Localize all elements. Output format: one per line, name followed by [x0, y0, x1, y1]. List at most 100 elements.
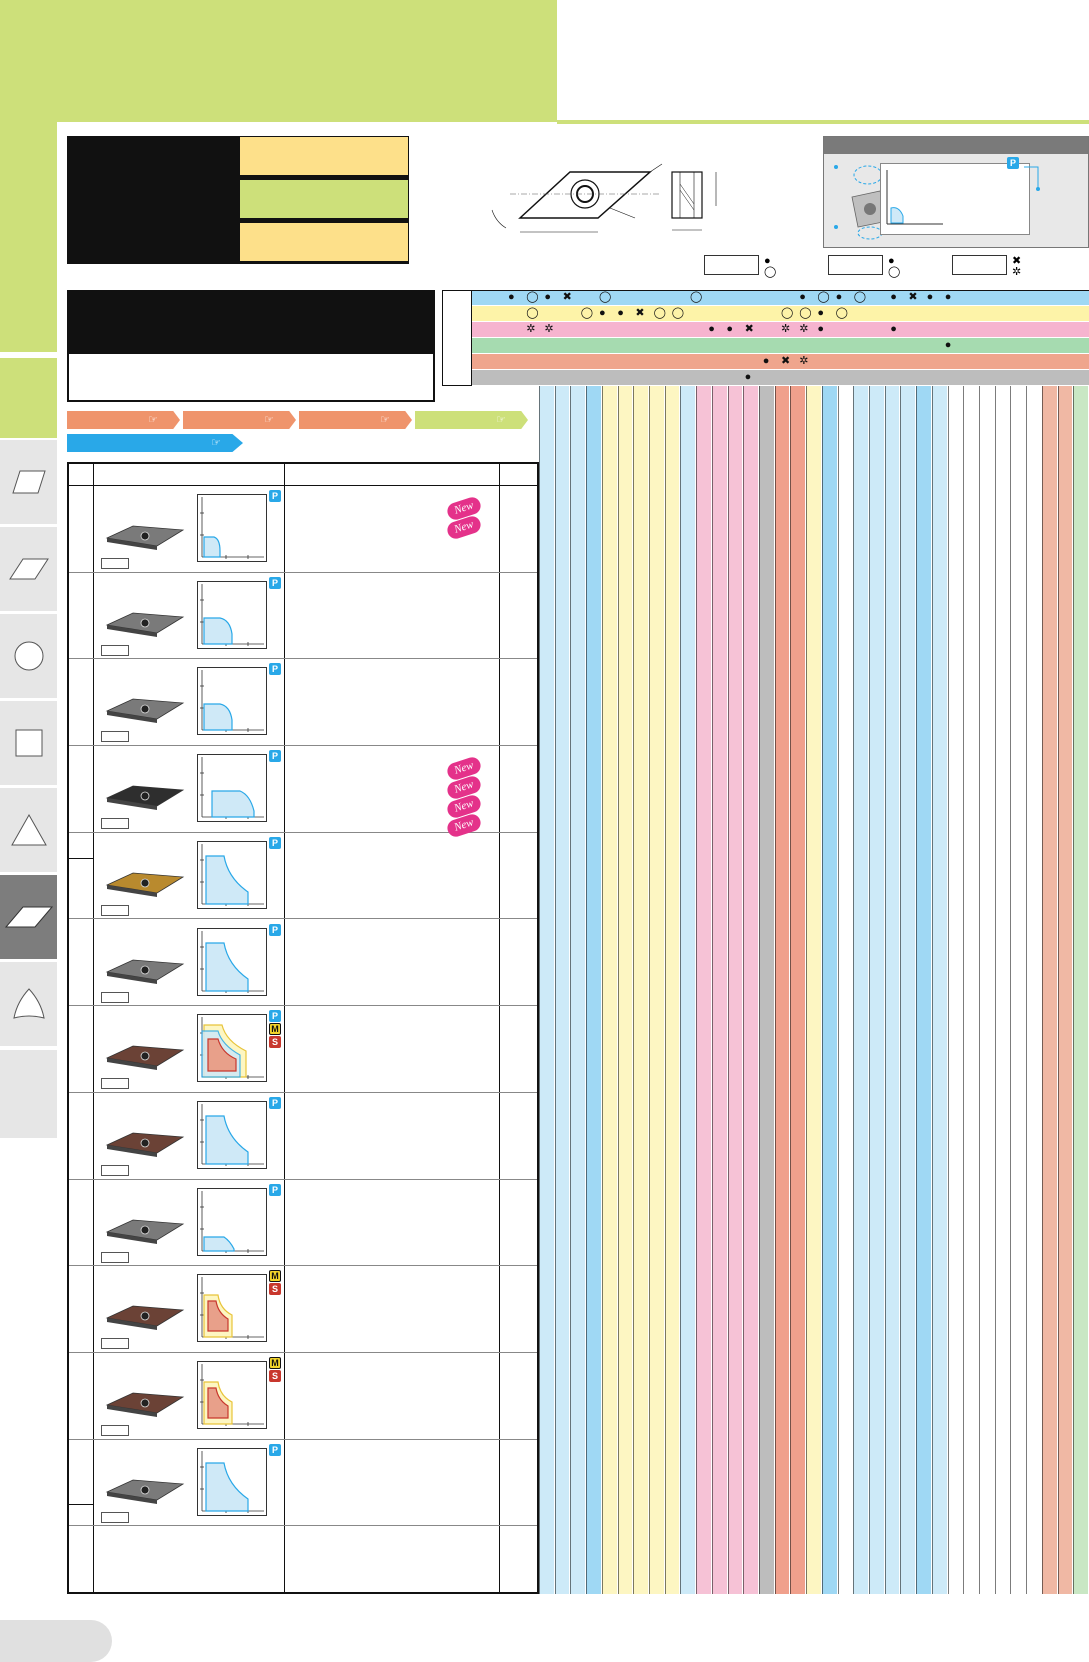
- application-column: [711, 386, 728, 1594]
- ref-arrow-1[interactable]: ☞: [67, 411, 180, 429]
- column-line: [539, 386, 540, 1594]
- column-line: [743, 386, 745, 1594]
- table-row: P: [69, 833, 537, 920]
- application-grid-header: ● ◯ ● ✖ ◯ ◯ ● ◯ ● ◯ ● ✖ ● ● ◯ ◯ ● ● ✖ ◯ ◯ ◯ ◯ ● ◯ ✲ ✲ ● ● ✖ ✲ ✲ ● ● ● ● ✖ ✲ ●: [442, 290, 1089, 386]
- chipbreaker-range-chart: [197, 1187, 267, 1256]
- insert-code-box: [101, 1425, 129, 1436]
- trigon-tab[interactable]: [0, 962, 57, 1048]
- grid-symbol: ◯: [526, 307, 539, 319]
- column-line: [994, 386, 996, 1594]
- column-line: [759, 386, 760, 1594]
- application-column: [539, 386, 555, 1594]
- grid-row-k: [472, 322, 1089, 338]
- column-line: [633, 386, 635, 1594]
- grid-symbol: ✲: [544, 323, 554, 335]
- application-column: [931, 386, 948, 1594]
- table-row: P New New: [69, 486, 537, 573]
- ref-arrow-2[interactable]: ☞: [183, 411, 296, 429]
- grid-symbol: ✲: [799, 355, 809, 367]
- p-badge: P: [269, 663, 281, 676]
- guide-box-header: [824, 137, 1088, 154]
- application-column: [617, 386, 634, 1594]
- grid-symbol: ✖: [908, 291, 918, 303]
- chipbreaker-range-chart: [197, 1274, 267, 1343]
- p-badge: P: [269, 490, 281, 502]
- application-column: [680, 386, 697, 1594]
- insert-photo: [103, 1383, 187, 1423]
- grid-symbol: ●: [944, 291, 952, 303]
- application-column: [994, 386, 1011, 1594]
- column-line: [696, 386, 698, 1594]
- guide-chart-card: [880, 163, 1030, 235]
- grid-symbol: ●: [835, 291, 843, 303]
- round-tab[interactable]: [0, 614, 57, 700]
- application-column: [790, 386, 807, 1594]
- table-row: P: [69, 573, 537, 660]
- column-line: [1026, 386, 1028, 1594]
- application-column: [837, 386, 854, 1594]
- pointing-hand-icon: ☞: [380, 414, 390, 426]
- application-column: [696, 386, 712, 1594]
- column-line: [680, 386, 682, 1594]
- insert-code-box: [101, 1338, 129, 1350]
- grid-symbol: ●: [799, 291, 806, 303]
- parallelogram-tab[interactable]: [0, 440, 57, 526]
- key-symbol-cross: ✖ ✲: [1012, 255, 1022, 278]
- ref-arrow-4[interactable]: ☞: [415, 411, 528, 429]
- ref-arrow-5[interactable]: ☞: [67, 434, 243, 452]
- grid-symbol: ●: [617, 307, 624, 319]
- insert-photo: [103, 1210, 187, 1250]
- triangle-tab[interactable]: [0, 788, 57, 874]
- rhombus-35-tab[interactable]: [0, 875, 57, 961]
- application-column: [743, 386, 759, 1594]
- application-column: [649, 386, 665, 1594]
- table-divider: [284, 464, 285, 1592]
- grid-symbol: ●: [726, 323, 734, 335]
- application-columns: [539, 386, 1089, 1594]
- pointing-hand-icon: ☞: [264, 414, 274, 426]
- table-row: P: [69, 920, 537, 1007]
- description-box: [67, 290, 435, 402]
- column-line: [617, 386, 619, 1594]
- grid-symbol: ●: [926, 291, 934, 303]
- grid-row-h: [472, 370, 1089, 386]
- rhombus-80-tab[interactable]: [0, 527, 57, 613]
- application-column: [806, 386, 822, 1594]
- insert-code-box: [101, 1251, 129, 1263]
- p-badge: P: [269, 576, 281, 589]
- application-column: [1073, 386, 1089, 1594]
- table-row: P: [69, 659, 537, 747]
- application-column: [1057, 386, 1074, 1594]
- ref-arrow-3[interactable]: ☞: [299, 411, 412, 429]
- s-badge: S: [269, 1370, 281, 1382]
- key-symbol-half-circle: ● ◯: [888, 255, 901, 278]
- square-icon: [15, 729, 42, 757]
- chapter-tab[interactable]: [0, 356, 57, 438]
- key-symbol-filled-circle: ● ◯: [764, 255, 777, 278]
- table-row: P: [69, 1180, 537, 1267]
- spec-row-1: [239, 136, 409, 176]
- table-row: P: [69, 1093, 537, 1180]
- column-line: [979, 386, 980, 1594]
- application-column: [727, 386, 744, 1594]
- column-line: [869, 386, 870, 1594]
- grid-symbol: ✖: [635, 307, 645, 319]
- square-tab[interactable]: [0, 701, 57, 787]
- p-badge: P: [269, 1183, 281, 1196]
- grid-symbol: ●: [708, 323, 715, 335]
- application-column: [947, 386, 964, 1594]
- grid-symbol: ●: [744, 371, 752, 383]
- chapter-side-bar: [0, 122, 57, 352]
- grid-symbol: ◯: [853, 291, 867, 303]
- guide-p-badge: P: [1007, 157, 1019, 169]
- application-column: [900, 386, 917, 1594]
- p-badge: P: [269, 750, 281, 763]
- grid-symbol: ●: [890, 291, 897, 303]
- grid-symbol: ●: [817, 307, 825, 319]
- grid-symbol: ◯: [690, 291, 703, 303]
- application-column: [916, 386, 932, 1594]
- spec-row-2: [239, 179, 409, 219]
- grid-symbol: ●: [544, 291, 552, 303]
